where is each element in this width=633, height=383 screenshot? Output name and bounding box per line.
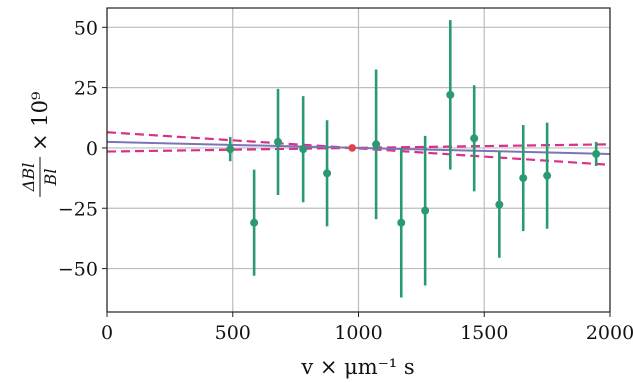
data-point <box>421 135 430 286</box>
reference-point-group <box>348 144 357 152</box>
point-marker <box>372 140 381 149</box>
data-point <box>226 137 235 162</box>
x-tick-label: 500 <box>215 322 251 344</box>
data-point <box>519 125 528 232</box>
data-point <box>446 20 455 170</box>
x-tick-label: 0 <box>101 322 113 344</box>
point-marker <box>397 218 406 227</box>
y-tick-label: 0 <box>86 138 98 160</box>
y-ticks: −50 −25 0 25 50 <box>58 17 107 281</box>
point-marker <box>421 206 430 215</box>
y-label-denominator: Bl <box>41 169 60 187</box>
y-label-numerator: ΔBl <box>19 163 38 192</box>
point-marker <box>592 149 601 158</box>
fit-line <box>106 140 611 155</box>
fit-line-group <box>106 140 611 155</box>
point-marker <box>274 137 283 146</box>
point-marker <box>299 145 308 154</box>
y-axis-label: ΔBl Bl × 10⁹ <box>19 92 60 197</box>
data-point <box>543 122 552 229</box>
reference-point <box>348 144 357 152</box>
data-point <box>592 141 601 167</box>
point-marker <box>250 218 259 227</box>
x-tick-label: 1500 <box>460 322 508 344</box>
point-marker <box>495 200 504 209</box>
data-point <box>372 69 381 220</box>
data-point <box>397 147 406 298</box>
y-tick-label: −25 <box>58 198 98 220</box>
data-point <box>495 151 504 258</box>
data-point <box>470 85 479 192</box>
x-ticks: 0 500 1000 1500 2000 <box>101 312 633 344</box>
point-marker <box>446 90 455 99</box>
point-marker <box>519 174 528 183</box>
point-marker <box>543 171 552 180</box>
data-point <box>274 88 283 195</box>
y-tick-label: −50 <box>58 259 98 281</box>
data-point <box>323 120 332 227</box>
data-point <box>299 96 308 203</box>
data-point <box>250 169 259 276</box>
x-tick-label: 1000 <box>334 322 382 344</box>
point-marker <box>470 134 479 143</box>
y-tick-label: 50 <box>74 17 98 39</box>
point-marker <box>323 169 332 178</box>
x-axis-label: v × μm⁻¹ s <box>300 355 414 379</box>
y-tick-label: 25 <box>74 78 98 100</box>
x-tick-label: 2000 <box>586 322 633 344</box>
data-points <box>226 20 601 298</box>
y-label-factor: × 10⁹ <box>28 92 52 151</box>
point-marker <box>226 145 235 154</box>
